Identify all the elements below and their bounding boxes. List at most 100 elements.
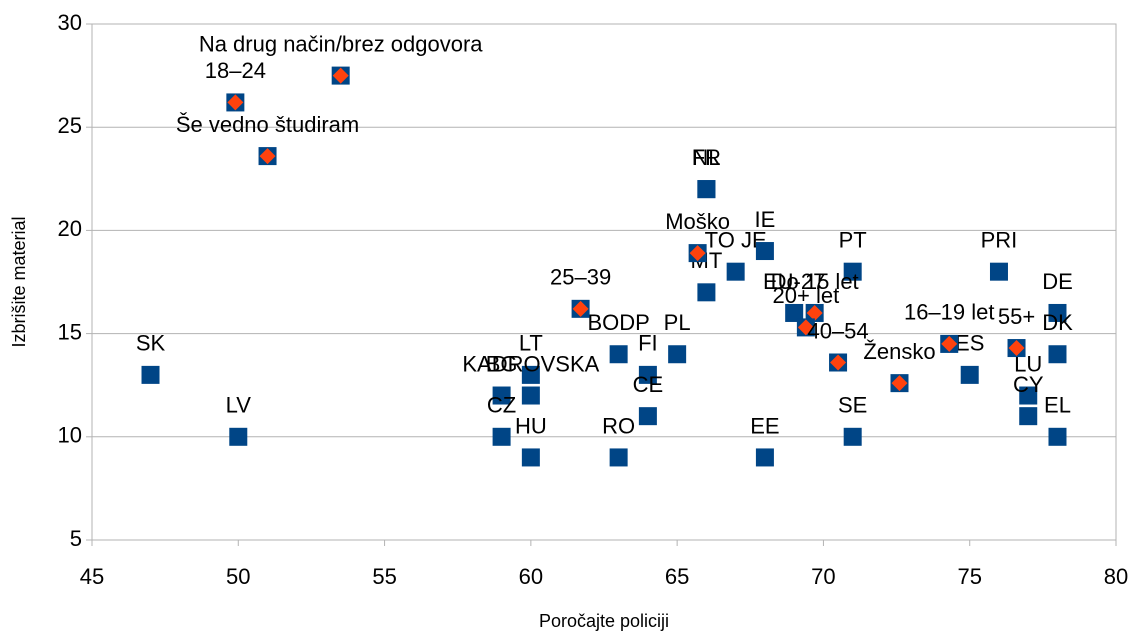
- point: [1048, 345, 1067, 364]
- point: [890, 374, 909, 393]
- point-square: [668, 345, 687, 364]
- data-label: Na drug način/brez odgovora: [199, 31, 483, 56]
- data-label: CE: [633, 372, 664, 397]
- x-tick-label: 65: [665, 564, 689, 589]
- point-diamond: [797, 319, 814, 336]
- data-label: CZ: [487, 393, 516, 418]
- point: [697, 180, 716, 199]
- point-square: [638, 407, 657, 426]
- data-label: SK: [136, 331, 166, 356]
- data-label: DK: [1042, 310, 1073, 335]
- x-tick-label: 75: [957, 564, 981, 589]
- point: [843, 262, 862, 281]
- data-label: LT: [519, 331, 543, 356]
- point-square: [726, 262, 745, 281]
- point: [331, 66, 350, 85]
- data-label: Moško: [665, 209, 730, 234]
- point: [755, 242, 774, 261]
- point: [492, 427, 511, 446]
- x-tick-label: 70: [811, 564, 835, 589]
- point-square: [755, 242, 774, 261]
- point: [609, 448, 628, 467]
- x-tick-label: 60: [519, 564, 543, 589]
- point: [940, 334, 959, 353]
- data-label: 40–54: [807, 318, 868, 343]
- x-tick-label: 80: [1104, 564, 1128, 589]
- data-label: FI: [638, 331, 658, 356]
- point-diamond: [830, 354, 847, 371]
- point: [1019, 407, 1038, 426]
- point-square: [960, 365, 979, 384]
- data-label: RO: [602, 413, 635, 438]
- point: [1048, 427, 1067, 446]
- point: [726, 262, 745, 281]
- point: [492, 386, 511, 405]
- data-label: Še vedno študiram: [176, 112, 359, 137]
- point: [843, 427, 862, 446]
- point-square: [638, 365, 657, 384]
- data-label: EU-27: [763, 269, 825, 294]
- point-square: [1048, 427, 1067, 446]
- y-tick-label: 20: [58, 216, 82, 241]
- x-tick-label: 45: [80, 564, 104, 589]
- data-label: 55+: [998, 304, 1035, 329]
- y-tick-label: 30: [58, 10, 82, 35]
- point-square: [609, 345, 628, 364]
- y-axis-title: Izbrišite material: [9, 216, 29, 347]
- point: [638, 365, 657, 384]
- data-label: FR: [692, 145, 721, 170]
- point-square: [1019, 386, 1038, 405]
- data-label: DE: [1042, 269, 1073, 294]
- y-tick-label: 15: [58, 319, 82, 344]
- point: [668, 345, 687, 364]
- data-label: IE: [755, 207, 776, 232]
- data-label: PRI: [981, 227, 1018, 252]
- plot-frame: [91, 23, 1117, 541]
- point: [688, 244, 707, 263]
- point: [1007, 339, 1026, 358]
- x-axis-title: Poročajte policiji: [539, 611, 669, 631]
- point-square: [697, 283, 716, 302]
- data-label: EL: [1044, 393, 1071, 418]
- data-label: PT: [839, 227, 867, 252]
- point-square: [141, 365, 160, 384]
- point-square: [609, 448, 628, 467]
- data-label: BG: [486, 351, 518, 376]
- point: [521, 386, 540, 405]
- data-label: HU: [515, 413, 547, 438]
- data-label: KADROVSKA: [462, 351, 599, 376]
- data-label: ES: [955, 331, 984, 356]
- point-diamond: [227, 94, 244, 111]
- point: [1048, 303, 1067, 322]
- data-label: PL: [664, 310, 691, 335]
- point-square: [697, 180, 716, 199]
- point: [805, 303, 824, 322]
- point: [1019, 386, 1038, 405]
- point-square: [843, 427, 862, 446]
- point-square: [521, 365, 540, 384]
- point-diamond: [689, 245, 706, 262]
- point: [521, 448, 540, 467]
- data-label: Do 15 let: [771, 269, 859, 294]
- point: [697, 283, 716, 302]
- y-tick-label: 5: [70, 526, 82, 551]
- point-diamond: [1008, 340, 1025, 357]
- point: [258, 147, 277, 166]
- data-label: LV: [226, 393, 252, 418]
- data-label: 25–39: [550, 265, 611, 290]
- y-tick-label: 25: [58, 113, 82, 138]
- data-label: BODP: [587, 310, 649, 335]
- point-square: [229, 427, 248, 446]
- point: [521, 365, 540, 384]
- point-square: [755, 448, 774, 467]
- point-square: [492, 427, 511, 446]
- point-square: [1019, 407, 1038, 426]
- data-label: EE: [750, 413, 779, 438]
- point-square: [492, 386, 511, 405]
- point: [796, 318, 815, 337]
- point-square: [989, 262, 1008, 281]
- point-square: [521, 448, 540, 467]
- data-label: CY: [1013, 372, 1044, 397]
- point: [829, 353, 848, 372]
- point: [609, 345, 628, 364]
